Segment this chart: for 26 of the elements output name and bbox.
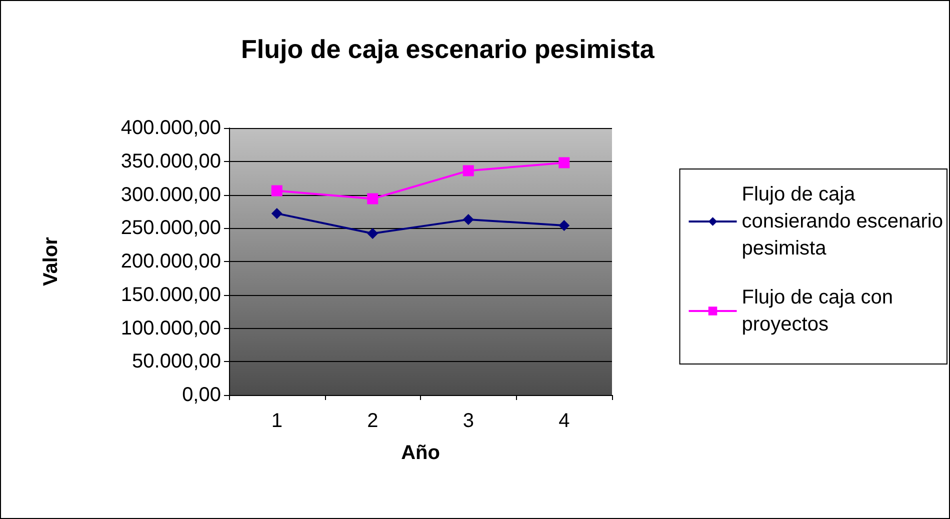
point [367,193,378,204]
point [367,228,378,239]
legend-label: Flujo de caja con proyectos [742,286,893,336]
point [271,208,282,219]
y-tick-label: 0,00 [182,384,221,406]
y-tick-label: 300.000,00 [120,184,221,206]
x-tick-label: 3 [462,410,474,432]
point [462,214,474,225]
y-tick-label: 400.000,00 [120,117,221,139]
y-tick-label: 350.000,00 [120,150,221,172]
y-tick-label: 50.000,00 [132,350,221,373]
chart-title: Flujo de caja escenario pesimista [241,34,655,64]
point [558,157,570,168]
point [462,165,474,176]
x-tick-label: 4 [558,410,570,432]
x-tick-label: 2 [367,410,378,432]
legend-label: Flujo de caja consierando escenario pesimista [742,184,944,260]
point [271,185,282,196]
y-tick-label: 200.000,00 [120,250,221,272]
y-tick-label: 250.000,00 [120,217,221,240]
x-axis-title: Año [401,442,440,464]
y-axis-title: Valor [40,236,62,286]
point [558,220,570,231]
y-tick-label: 100.000,00 [120,317,221,340]
y-tick-label: 150.000,00 [120,284,221,306]
x-tick-label: 1 [271,410,282,432]
